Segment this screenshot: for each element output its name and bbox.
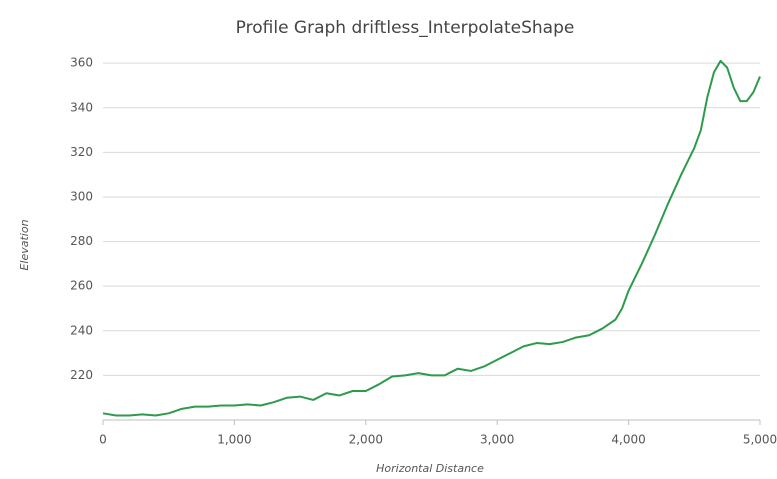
- x-tick-label: 4,000: [611, 433, 645, 447]
- x-tick-label: 3,000: [480, 433, 514, 447]
- x-tick-label: 5,000: [743, 433, 777, 447]
- x-axis-label: Horizontal Distance: [376, 462, 484, 475]
- y-tick-label: 280: [70, 234, 93, 248]
- y-tick-label: 360: [70, 56, 93, 70]
- y-tick-label: 260: [70, 279, 93, 293]
- y-tick-label: 240: [70, 323, 93, 337]
- x-tick-label: 1,000: [217, 433, 251, 447]
- chart-title: Profile Graph driftless_InterpolateShape: [236, 18, 575, 38]
- x-tick-label: 2,000: [349, 433, 383, 447]
- y-tick-label: 320: [70, 145, 93, 159]
- y-tick-label: 300: [70, 189, 93, 203]
- y-tick-label: 220: [70, 368, 93, 382]
- y-tick-label: 340: [70, 100, 93, 114]
- x-tick-label: 0: [99, 433, 107, 447]
- y-axis-label: Elevation: [18, 219, 31, 270]
- line: [102, 59, 761, 417]
